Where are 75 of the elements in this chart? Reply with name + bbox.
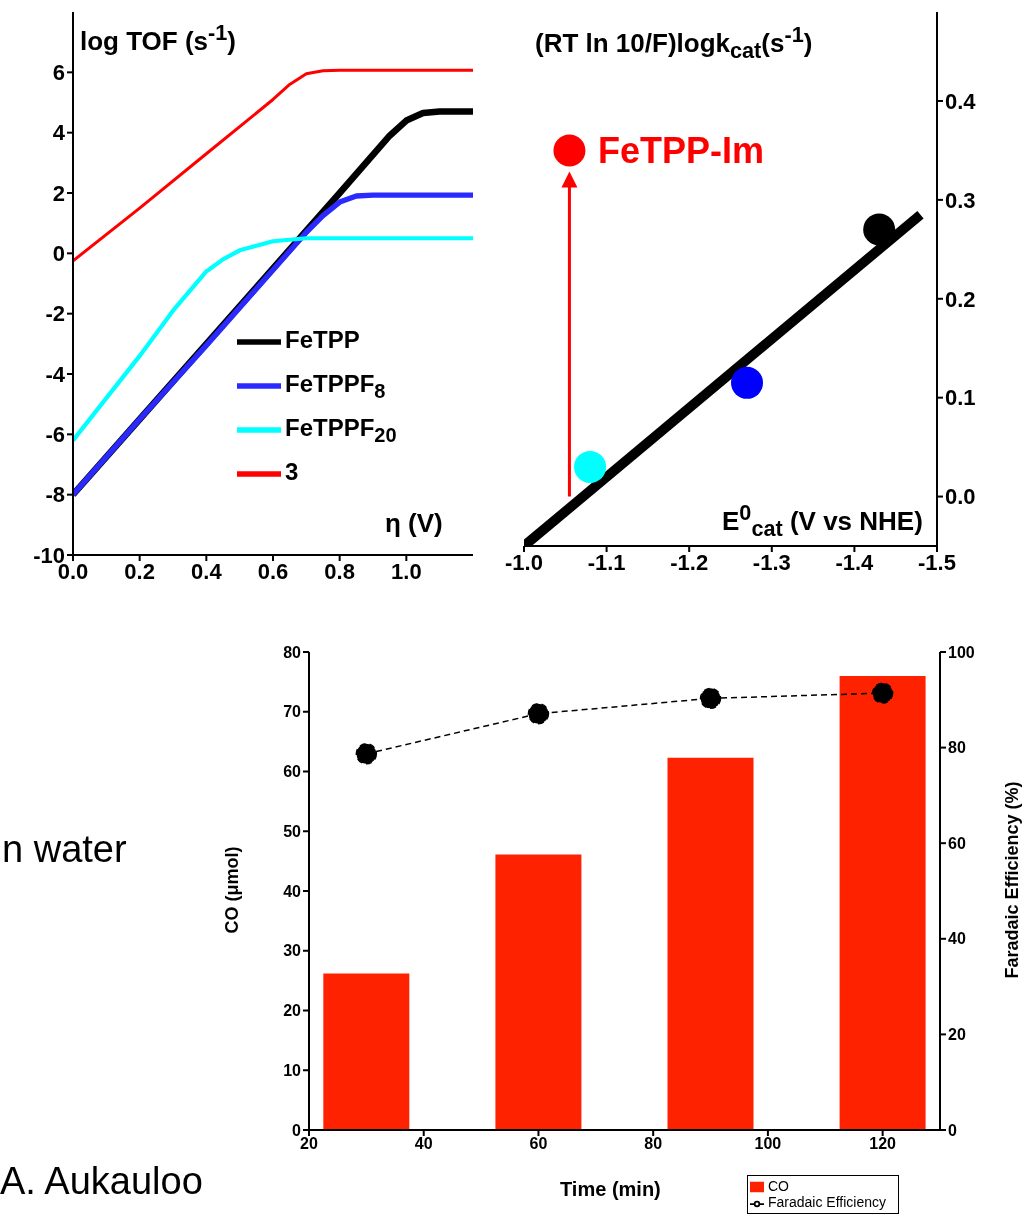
y-tick-label: -2: [45, 301, 65, 327]
y-axis-title: CO (μmol): [221, 846, 243, 934]
y2-tick-label: 0.2: [945, 286, 976, 312]
y-tick-label: 4: [52, 120, 66, 146]
text: n water: [2, 828, 127, 871]
x-tick-label: -1.3: [752, 549, 791, 575]
legend-label: CO: [768, 1178, 789, 1194]
x-tick-label: 0.8: [324, 558, 355, 584]
x-tick-label: -1.5: [918, 549, 956, 575]
y2-axis-title: (RT ln 10/F)logk$_{cat}$(s$^{-1}$): [535, 22, 813, 64]
y2-tick-label: 60: [948, 834, 966, 852]
y-axis-title: log TOF (s$^{-1}$): [80, 20, 237, 57]
y-tick-label: 20: [283, 1002, 302, 1020]
y2-tick-label: 80: [948, 739, 966, 757]
line-series: [73, 68, 473, 263]
legend-label: FeTPPF$_{20}$: [285, 414, 397, 447]
point: [731, 366, 764, 399]
y2-tick-label: 40: [948, 930, 966, 948]
y-tick-label: 70: [283, 703, 302, 721]
point: [355, 743, 378, 765]
bar: [667, 757, 754, 1130]
point: [699, 687, 722, 710]
y2-tick-label: 0.0: [945, 484, 976, 510]
y-tick-label: -4: [45, 361, 66, 387]
x-tick-label: 1.0: [391, 558, 422, 584]
x-axis-title: η (V): [385, 508, 443, 539]
y-tick-label: -8: [45, 482, 65, 508]
x-tick-label: 80: [644, 1135, 663, 1153]
legend-label: FeTPPF$_{8}$: [285, 370, 386, 403]
legend-label: FeTPP: [285, 326, 360, 354]
bar: [323, 973, 410, 1130]
y2-tick-label: 0: [948, 1121, 957, 1139]
point: [574, 450, 607, 483]
y2-tick-label: 0.3: [945, 187, 976, 213]
x-tick-label: -1.0: [505, 549, 543, 575]
y-tick-label: 50: [283, 822, 302, 840]
x-tick-label: 40: [414, 1135, 433, 1153]
legend-label: Faradaic Efficiency: [768, 1194, 887, 1211]
y2-tick-label: 100: [948, 643, 975, 661]
x-tick-label: -1.2: [670, 549, 709, 575]
y-tick-label: 2: [52, 180, 65, 206]
y-tick-label: 10: [283, 1061, 302, 1079]
y2-tick-label: 0.1: [945, 385, 976, 411]
x-tick-label: 0.6: [257, 558, 289, 584]
y-tick-label: 6: [52, 60, 65, 86]
bar: [839, 675, 926, 1130]
point: [553, 134, 586, 167]
y2-tick-label: 20: [948, 1026, 966, 1044]
point: [527, 702, 550, 725]
legend-label: 3: [285, 458, 299, 486]
x-tick-label: 100: [754, 1135, 782, 1153]
y-tick-label: 80: [283, 643, 302, 661]
x-tick-label: 120: [869, 1135, 897, 1153]
x-tick-label: 0.2: [124, 558, 155, 584]
x-tick-label: -1.4: [835, 549, 875, 575]
line-series: [73, 236, 473, 443]
y-tick-label: 60: [283, 763, 302, 781]
y-tick-label: 0: [52, 241, 65, 267]
bar: [495, 854, 582, 1130]
series-label: FeTPP-Im: [597, 130, 764, 172]
y-tick-label: 0: [292, 1121, 302, 1139]
x-axis-title: Time (min): [560, 1178, 661, 1201]
point: [871, 682, 894, 704]
text: A. Aukauloo: [0, 1160, 203, 1203]
x-tick-label: -1.1: [587, 549, 626, 575]
y2-tick-label: 0.4: [945, 88, 977, 114]
x-tick-label: 20: [300, 1135, 318, 1153]
x-tick-label: 60: [529, 1135, 548, 1153]
y-tick-label: -6: [45, 422, 65, 448]
y-tick-label: 30: [283, 942, 302, 960]
x-axis-title: E$^{0}$$_{cat}$ (V vs NHE): [722, 500, 923, 542]
y-tick-label: 40: [283, 882, 302, 900]
y2-axis-title: Faradaic Efficiency (%): [1001, 781, 1023, 979]
point: [863, 213, 896, 246]
x-tick-label: 0.4: [191, 558, 223, 584]
